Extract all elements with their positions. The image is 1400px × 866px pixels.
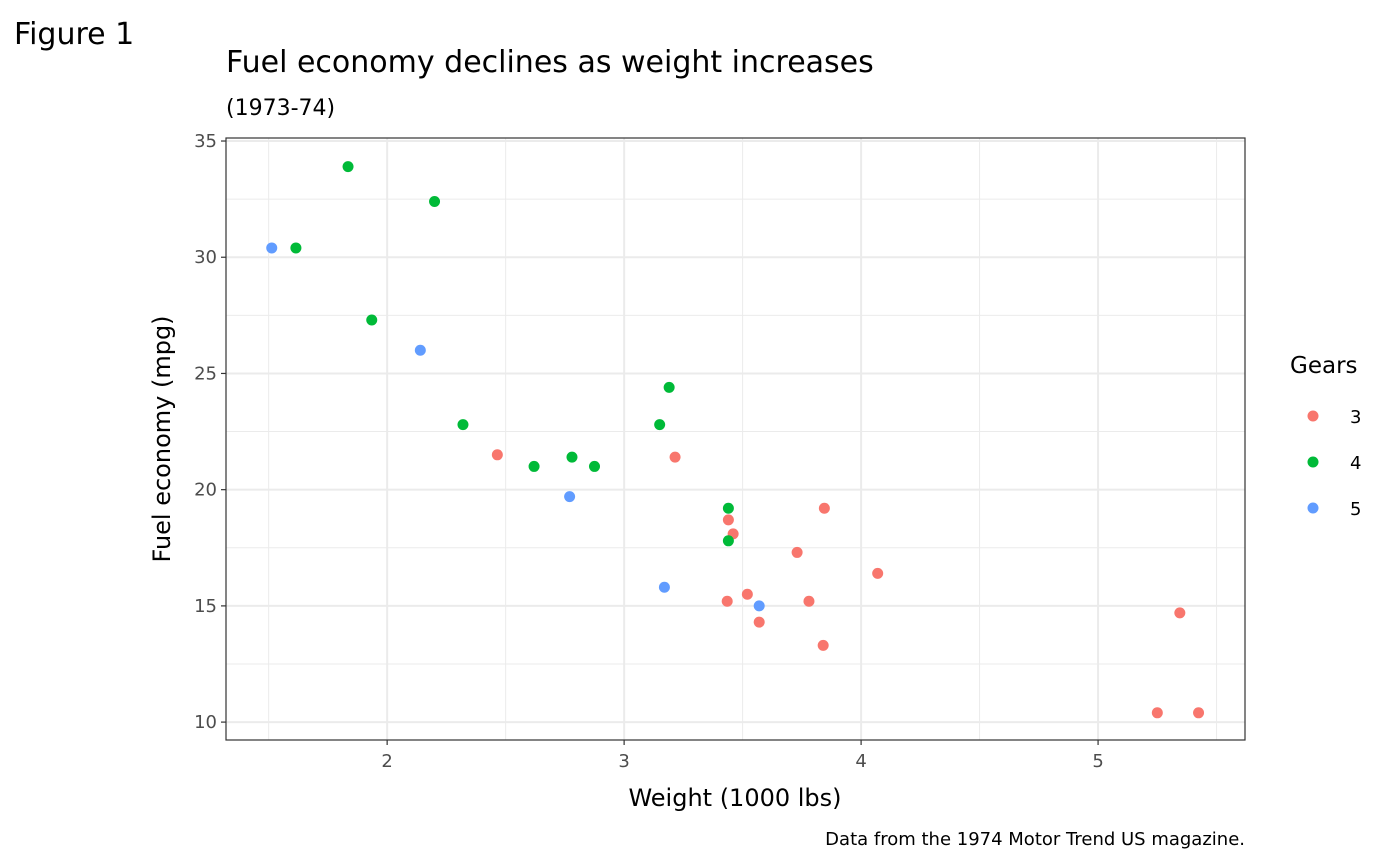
data-point-gear-3 <box>669 451 681 463</box>
legend-label-4: 4 <box>1350 453 1361 474</box>
data-point-gear-3 <box>791 546 803 558</box>
legend-label-5: 5 <box>1350 499 1361 520</box>
data-point-gear-3 <box>1151 707 1163 719</box>
x-tick-label: 3 <box>618 751 629 772</box>
data-point-gear-4 <box>566 451 578 463</box>
data-point-gear-4 <box>654 419 666 431</box>
data-point-gear-4 <box>588 460 600 472</box>
data-point-gear-3 <box>803 595 815 607</box>
data-point-gear-4 <box>722 502 734 514</box>
data-point-gear-4 <box>663 381 675 393</box>
data-point-gear-3 <box>722 514 734 526</box>
y-tick-label: 10 <box>194 712 217 733</box>
data-point-gear-3 <box>491 449 503 461</box>
y-axis-label: Fuel economy (mpg) <box>148 315 176 562</box>
data-point-gear-3 <box>753 616 765 628</box>
data-point-gear-3 <box>1174 607 1186 619</box>
data-point-gear-4 <box>366 314 378 326</box>
data-point-gear-3 <box>741 588 753 600</box>
y-tick-label: 15 <box>194 596 217 617</box>
data-point-gear-5 <box>753 600 765 612</box>
legend-key-5 <box>1307 502 1319 514</box>
data-point-gear-4 <box>290 242 302 254</box>
y-tick-label: 30 <box>194 247 217 268</box>
chart-title: Fuel economy declines as weight increase… <box>226 45 874 80</box>
legend-label-3: 3 <box>1350 407 1361 428</box>
data-point-gear-5 <box>266 242 278 254</box>
data-point-gear-5 <box>658 581 670 593</box>
x-axis-label: Weight (1000 lbs) <box>628 784 841 812</box>
data-point-gear-3 <box>721 595 733 607</box>
chart-subtitle: (1973-74) <box>226 96 335 121</box>
figure-label: Figure 1 <box>14 17 134 52</box>
data-point-gear-3 <box>1193 707 1205 719</box>
axis-ticks: 2 3 4 5 10 15 20 25 30 35 <box>194 131 1104 772</box>
data-point-gear-3 <box>817 639 829 651</box>
legend-key-4 <box>1307 456 1319 468</box>
data-point-gear-4 <box>457 419 469 431</box>
data-point-gear-4 <box>342 161 354 173</box>
data-point-gear-4 <box>722 535 734 547</box>
x-tick-label: 2 <box>381 751 392 772</box>
y-tick-label: 25 <box>194 363 217 384</box>
x-tick-label: 5 <box>1092 751 1103 772</box>
legend: Gears 3 4 5 <box>1290 353 1361 520</box>
legend-key-3 <box>1307 410 1319 422</box>
data-point-gear-3 <box>818 502 830 514</box>
gridlines <box>226 138 1245 740</box>
data-point-gear-4 <box>528 460 540 472</box>
data-points <box>266 161 1205 719</box>
legend-title: Gears <box>1290 353 1358 379</box>
data-point-gear-4 <box>429 195 441 207</box>
y-tick-label: 20 <box>194 480 217 501</box>
x-tick-label: 4 <box>855 751 866 772</box>
y-tick-label: 35 <box>194 131 217 152</box>
caption: Data from the 1974 Motor Trend US magazi… <box>825 829 1245 850</box>
data-point-gear-3 <box>872 567 884 579</box>
data-point-gear-5 <box>564 491 576 503</box>
data-point-gear-5 <box>414 344 426 356</box>
panel-border <box>225 137 1246 741</box>
